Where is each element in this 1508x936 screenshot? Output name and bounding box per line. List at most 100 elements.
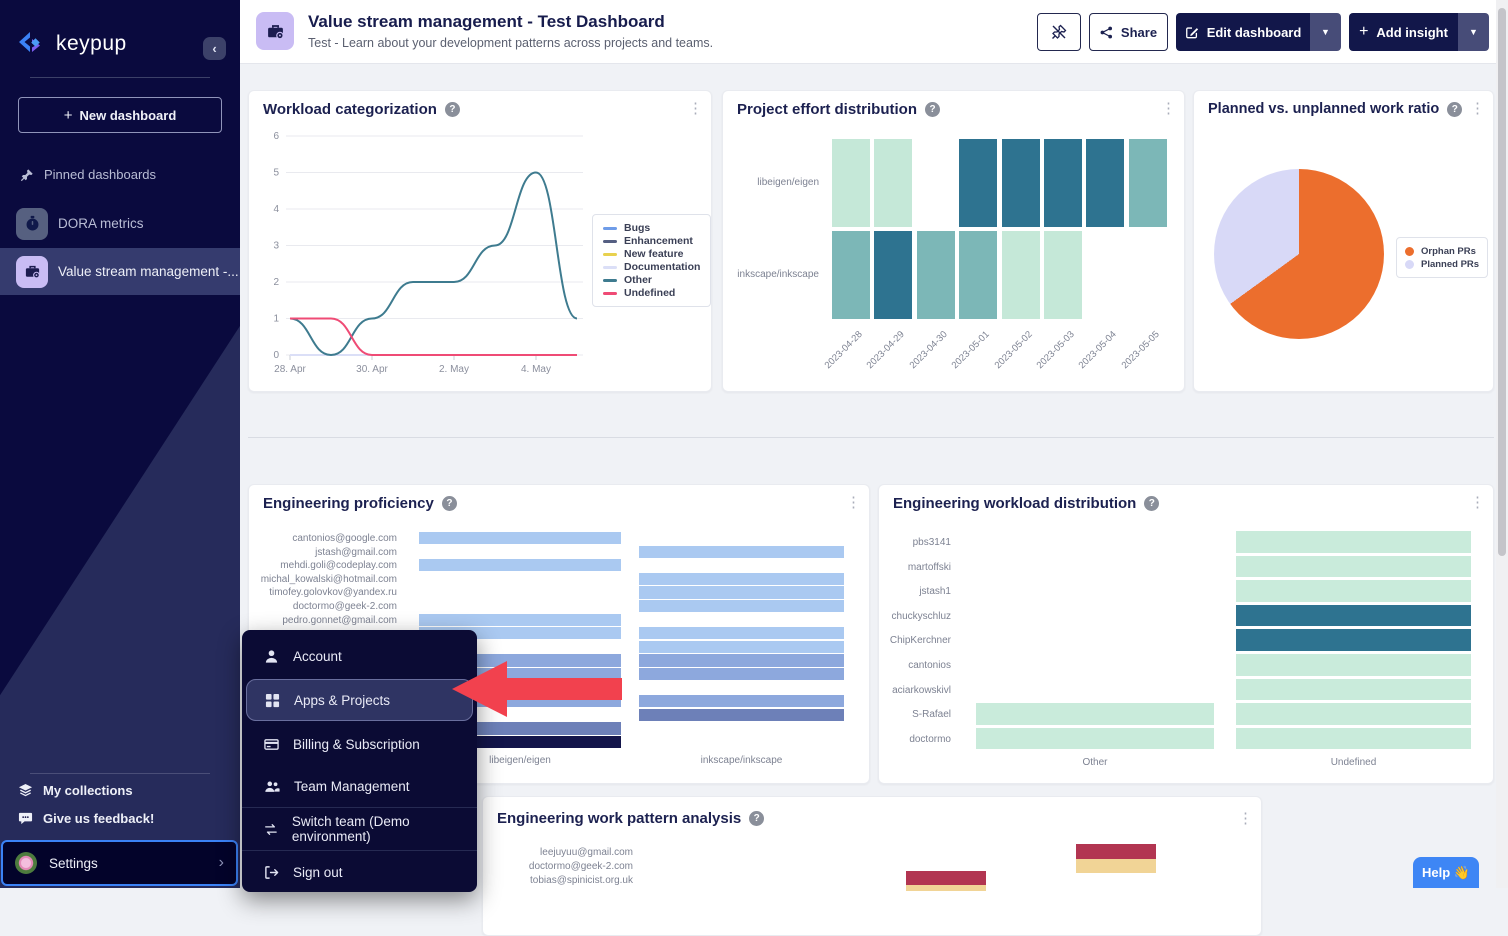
sidebar-item-label: Value stream management -...: [58, 264, 239, 279]
edit-dashboard-button[interactable]: Edit dashboard: [1176, 13, 1310, 51]
heatmap-cell: [832, 231, 870, 319]
menu-item-team-management[interactable]: Team Management: [242, 765, 477, 807]
workload-heatmap: pbs3141 martoffski jstash1 chuckyschluz Chip…: [879, 485, 1493, 783]
legend-swatch: [1405, 246, 1414, 256]
menu-divider: [242, 807, 477, 808]
help-icon[interactable]: ?: [749, 811, 765, 826]
heatmap-cell: [916, 231, 955, 319]
legend-swatch: [603, 226, 617, 230]
series-line: [289, 317, 577, 356]
help-icon[interactable]: ?: [1447, 101, 1463, 117]
row-label: doctormo@geek-2.com: [528, 861, 633, 872]
row-label: martoffski: [907, 561, 951, 573]
legend-row: Documentation: [603, 261, 700, 273]
share-button[interactable]: Share: [1089, 13, 1168, 51]
help-button[interactable]: Help 👋: [1413, 857, 1479, 888]
feedback-label: Give us feedback!: [43, 811, 155, 826]
settings-label: Settings: [49, 855, 98, 871]
row-label: pedro.gonnet@gmail.com: [282, 614, 397, 626]
row-label: ChipKerchner: [889, 635, 951, 647]
kebab-menu-icon[interactable]: ⋮: [1470, 100, 1485, 117]
heatmap-cell: [1236, 703, 1471, 725]
sidebar-diagonal-decor: [0, 325, 240, 888]
legend-row: Undefined: [603, 287, 700, 299]
dashboard-header: Value stream management - Test Dashboard…: [240, 0, 1508, 64]
menu-item-sign-out[interactable]: Sign out: [242, 851, 477, 893]
sidebar-item-value-stream[interactable]: Value stream management -...: [0, 248, 240, 295]
y-tick-label: 5: [273, 168, 279, 179]
kebab-menu-icon[interactable]: ⋮: [1238, 810, 1253, 827]
legend-row: Planned PRs: [1405, 258, 1479, 270]
x-tick-label: 28. Apr: [274, 364, 306, 375]
sidebar-collapse-button[interactable]: ‹: [203, 37, 226, 60]
legend-swatch: [603, 291, 617, 295]
chart-legend: Bugs Enhancement New feature Documentati…: [592, 214, 712, 307]
row-label: tobias@spinicist.org.uk: [530, 875, 633, 886]
stopwatch-icon: [16, 207, 48, 240]
legend-swatch: [603, 265, 617, 269]
user-icon: [265, 649, 278, 663]
users-icon: [265, 781, 280, 792]
kebab-menu-icon[interactable]: ⋮: [1470, 494, 1485, 511]
edit-dashboard-label: Edit dashboard: [1206, 24, 1302, 40]
heatmap-cell: [1236, 580, 1471, 602]
chevron-right-icon: ›: [218, 854, 224, 871]
heatmap-cell: [1236, 727, 1471, 750]
sidebar-item-my-collections[interactable]: My collections: [18, 783, 133, 798]
card-title: Engineering work pattern analysis: [497, 810, 742, 827]
unpin-button[interactable]: [1037, 13, 1081, 51]
menu-item-apps-projects[interactable]: Apps & Projects: [246, 679, 473, 721]
heatmap-cell: [1236, 654, 1471, 676]
y-tick-label: 3: [273, 241, 279, 252]
sign-out-icon: [265, 865, 279, 879]
row-label: doctormo: [909, 733, 951, 745]
scrollbar-track[interactable]: [1496, 0, 1508, 888]
legend-swatch: [603, 239, 617, 243]
add-insight-button[interactable]: + Add insight: [1349, 13, 1458, 51]
add-insight-dropdown[interactable]: ▼: [1458, 13, 1489, 51]
help-icon[interactable]: ?: [1144, 496, 1160, 511]
heatmap-cell: [874, 139, 913, 227]
menu-item-switch-team[interactable]: Switch team (Demo environment): [242, 808, 477, 850]
bar-segment: [1076, 844, 1156, 859]
layers-icon: [18, 783, 33, 797]
briefcase-gear-icon: [16, 255, 48, 288]
help-icon[interactable]: ?: [441, 496, 457, 511]
sidebar-item-dora-metrics[interactable]: DORA metrics: [0, 200, 240, 247]
settings-row[interactable]: Settings ›: [1, 840, 238, 886]
heatmap-cell: [639, 627, 844, 640]
work-pattern-chart: leejuyuu@gmail.com doctormo@geek-2.com tob…: [483, 797, 1261, 935]
heatmap-cell: [1044, 231, 1082, 319]
kebab-menu-icon[interactable]: ⋮: [688, 100, 703, 117]
menu-item-billing[interactable]: Billing & Subscription: [242, 723, 477, 765]
heatmap-cell: [639, 545, 844, 558]
x-tick-label: Undefined: [1330, 757, 1377, 768]
sidebar-item-feedback[interactable]: Give us feedback!: [18, 811, 154, 826]
edit-dashboard-dropdown[interactable]: ▼: [1310, 13, 1341, 51]
row-label: chuckyschluz: [891, 610, 951, 622]
row-label: jstash1: [919, 586, 951, 598]
menu-item-label: Switch team (Demo environment): [291, 814, 410, 844]
card-title: Project effort distribution: [737, 101, 917, 118]
card-workload-categorization: Workload categorization ? ⋮ 0 1 2 3 4 5 6 28. A…: [248, 90, 712, 392]
heatmap-cell: [1001, 139, 1040, 227]
pinned-dashboards-header: Pinned dashboards: [20, 167, 156, 182]
logo[interactable]: keypup: [16, 30, 127, 58]
kebab-menu-icon[interactable]: ⋮: [846, 494, 861, 511]
menu-item-label: Sign out: [293, 864, 343, 880]
row-label: cantonios@google.com: [292, 533, 397, 544]
pin-icon: [20, 168, 33, 181]
help-icon[interactable]: ?: [444, 102, 460, 117]
heatmap-cell: [874, 231, 913, 319]
legend-label: Other: [624, 274, 653, 286]
row-label: leejuyuu@gmail.com: [540, 847, 633, 858]
scrollbar-thumb[interactable]: [1498, 8, 1506, 556]
menu-item-account[interactable]: Account: [242, 635, 477, 677]
plus-icon: +: [63, 106, 73, 124]
kebab-menu-icon[interactable]: ⋮: [1161, 100, 1176, 117]
new-dashboard-button[interactable]: + New dashboard: [18, 97, 222, 133]
y-tick-label: 0: [273, 350, 279, 361]
help-icon[interactable]: ?: [925, 102, 940, 117]
heatmap-cell: [1236, 531, 1471, 553]
heatmap-cell: [639, 654, 844, 667]
